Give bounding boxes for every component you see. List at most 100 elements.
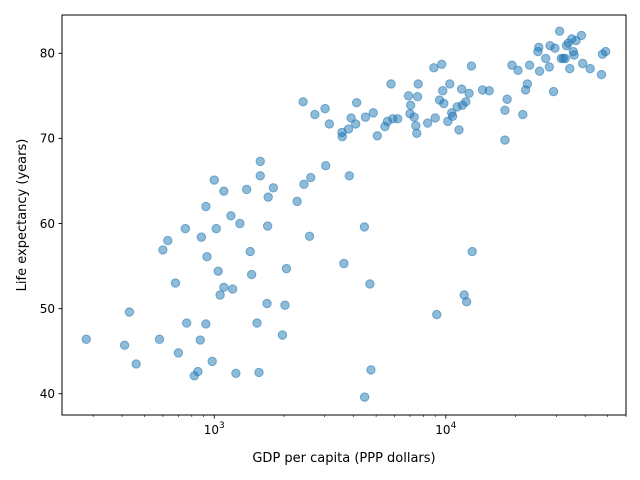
data-point-137 [600,46,611,57]
data-point-86 [438,86,448,96]
data-point-20 [211,223,221,234]
data-point-94 [456,84,467,94]
data-point-60 [359,222,370,232]
data-point-58 [350,119,361,129]
data-point-132 [576,30,587,41]
data-point-3 [131,359,141,369]
data-point-25 [226,211,236,221]
data-point-116 [541,53,551,64]
data-point-72 [403,91,414,101]
data-point-83 [432,309,442,320]
data-point-111 [522,79,533,89]
data-point-15 [201,319,211,329]
data-point-43 [292,196,302,207]
data-point-76 [411,120,421,131]
plot-frame [61,14,627,416]
data-point-61 [359,392,370,402]
y-tick-label: 50 [40,302,55,316]
data-point-99 [464,88,474,99]
data-point-74 [405,100,416,110]
data-point-127 [565,63,575,74]
data-point-106 [502,94,512,104]
data-point-77 [412,128,422,139]
data-point-8 [173,348,184,358]
data-point-46 [304,231,315,241]
data-point-29 [241,184,252,195]
data-point-2 [124,307,135,317]
data-point-135 [596,69,607,80]
y-tick-label: 60 [40,217,55,231]
data-point-49 [320,103,330,114]
x-tick-label: 103 [204,421,225,437]
y-tick-label: 40 [40,387,55,401]
data-point-89 [445,79,455,89]
data-points [81,26,611,402]
data-point-0 [81,334,91,344]
data-point-4 [154,334,165,344]
y-axis-ticks: 40 50 60 70 80 [40,47,62,401]
data-point-69 [386,79,396,89]
data-point-100 [466,61,477,71]
data-point-41 [280,300,290,310]
y-axis-label: Life expectancy (years) [15,139,30,292]
data-point-75 [409,112,419,122]
data-point-117 [544,62,555,72]
data-point-119 [548,86,559,97]
data-point-98 [461,297,472,307]
data-point-112 [524,60,535,70]
data-point-64 [366,365,376,375]
data-point-66 [372,131,383,141]
data-point-53 [337,132,347,142]
data-point-107 [507,60,517,70]
x-tick-label: 104 [435,421,456,437]
data-point-40 [277,330,288,340]
data-point-24 [219,186,229,196]
data-point-12 [193,366,203,377]
data-point-109 [518,109,528,120]
data-point-51 [324,119,335,129]
x-axis-ticks: 103 104 [92,415,627,437]
data-point-56 [344,171,355,181]
data-point-44 [298,97,308,107]
data-point-22 [215,290,225,300]
data-point-103 [484,86,494,96]
data-point-13 [195,335,205,345]
data-point-134 [585,63,595,74]
data-point-55 [343,124,354,134]
data-point-26 [227,284,238,294]
data-point-7 [170,278,181,288]
data-point-85 [437,59,447,70]
data-point-78 [412,92,423,102]
data-point-108 [513,65,523,76]
data-point-81 [429,63,439,73]
data-point-30 [245,246,255,257]
data-point-14 [196,232,207,242]
data-point-115 [534,66,545,76]
data-point-36 [262,298,272,309]
data-point-17 [202,252,212,262]
data-point-18 [207,356,217,367]
data-point-105 [500,135,510,145]
data-point-63 [365,279,375,289]
data-point-93 [454,125,464,135]
data-point-121 [554,26,565,36]
data-point-133 [577,58,588,69]
data-point-71 [393,114,403,124]
data-point-32 [252,318,262,328]
data-point-5 [158,245,168,255]
data-point-45 [299,179,309,190]
data-point-23 [219,282,229,293]
data-point-50 [321,160,331,171]
data-point-124 [560,53,570,64]
x-axis-label: GDP per capita (PPP dollars) [252,451,435,466]
data-point-31 [246,269,257,280]
data-point-91 [447,111,458,121]
data-point-48 [310,109,320,120]
data-point-35 [255,171,265,181]
data-point-27 [231,368,241,378]
data-point-59 [351,97,362,108]
y-tick-label: 70 [40,132,55,146]
data-point-80 [422,118,433,128]
data-point-104 [500,105,510,116]
